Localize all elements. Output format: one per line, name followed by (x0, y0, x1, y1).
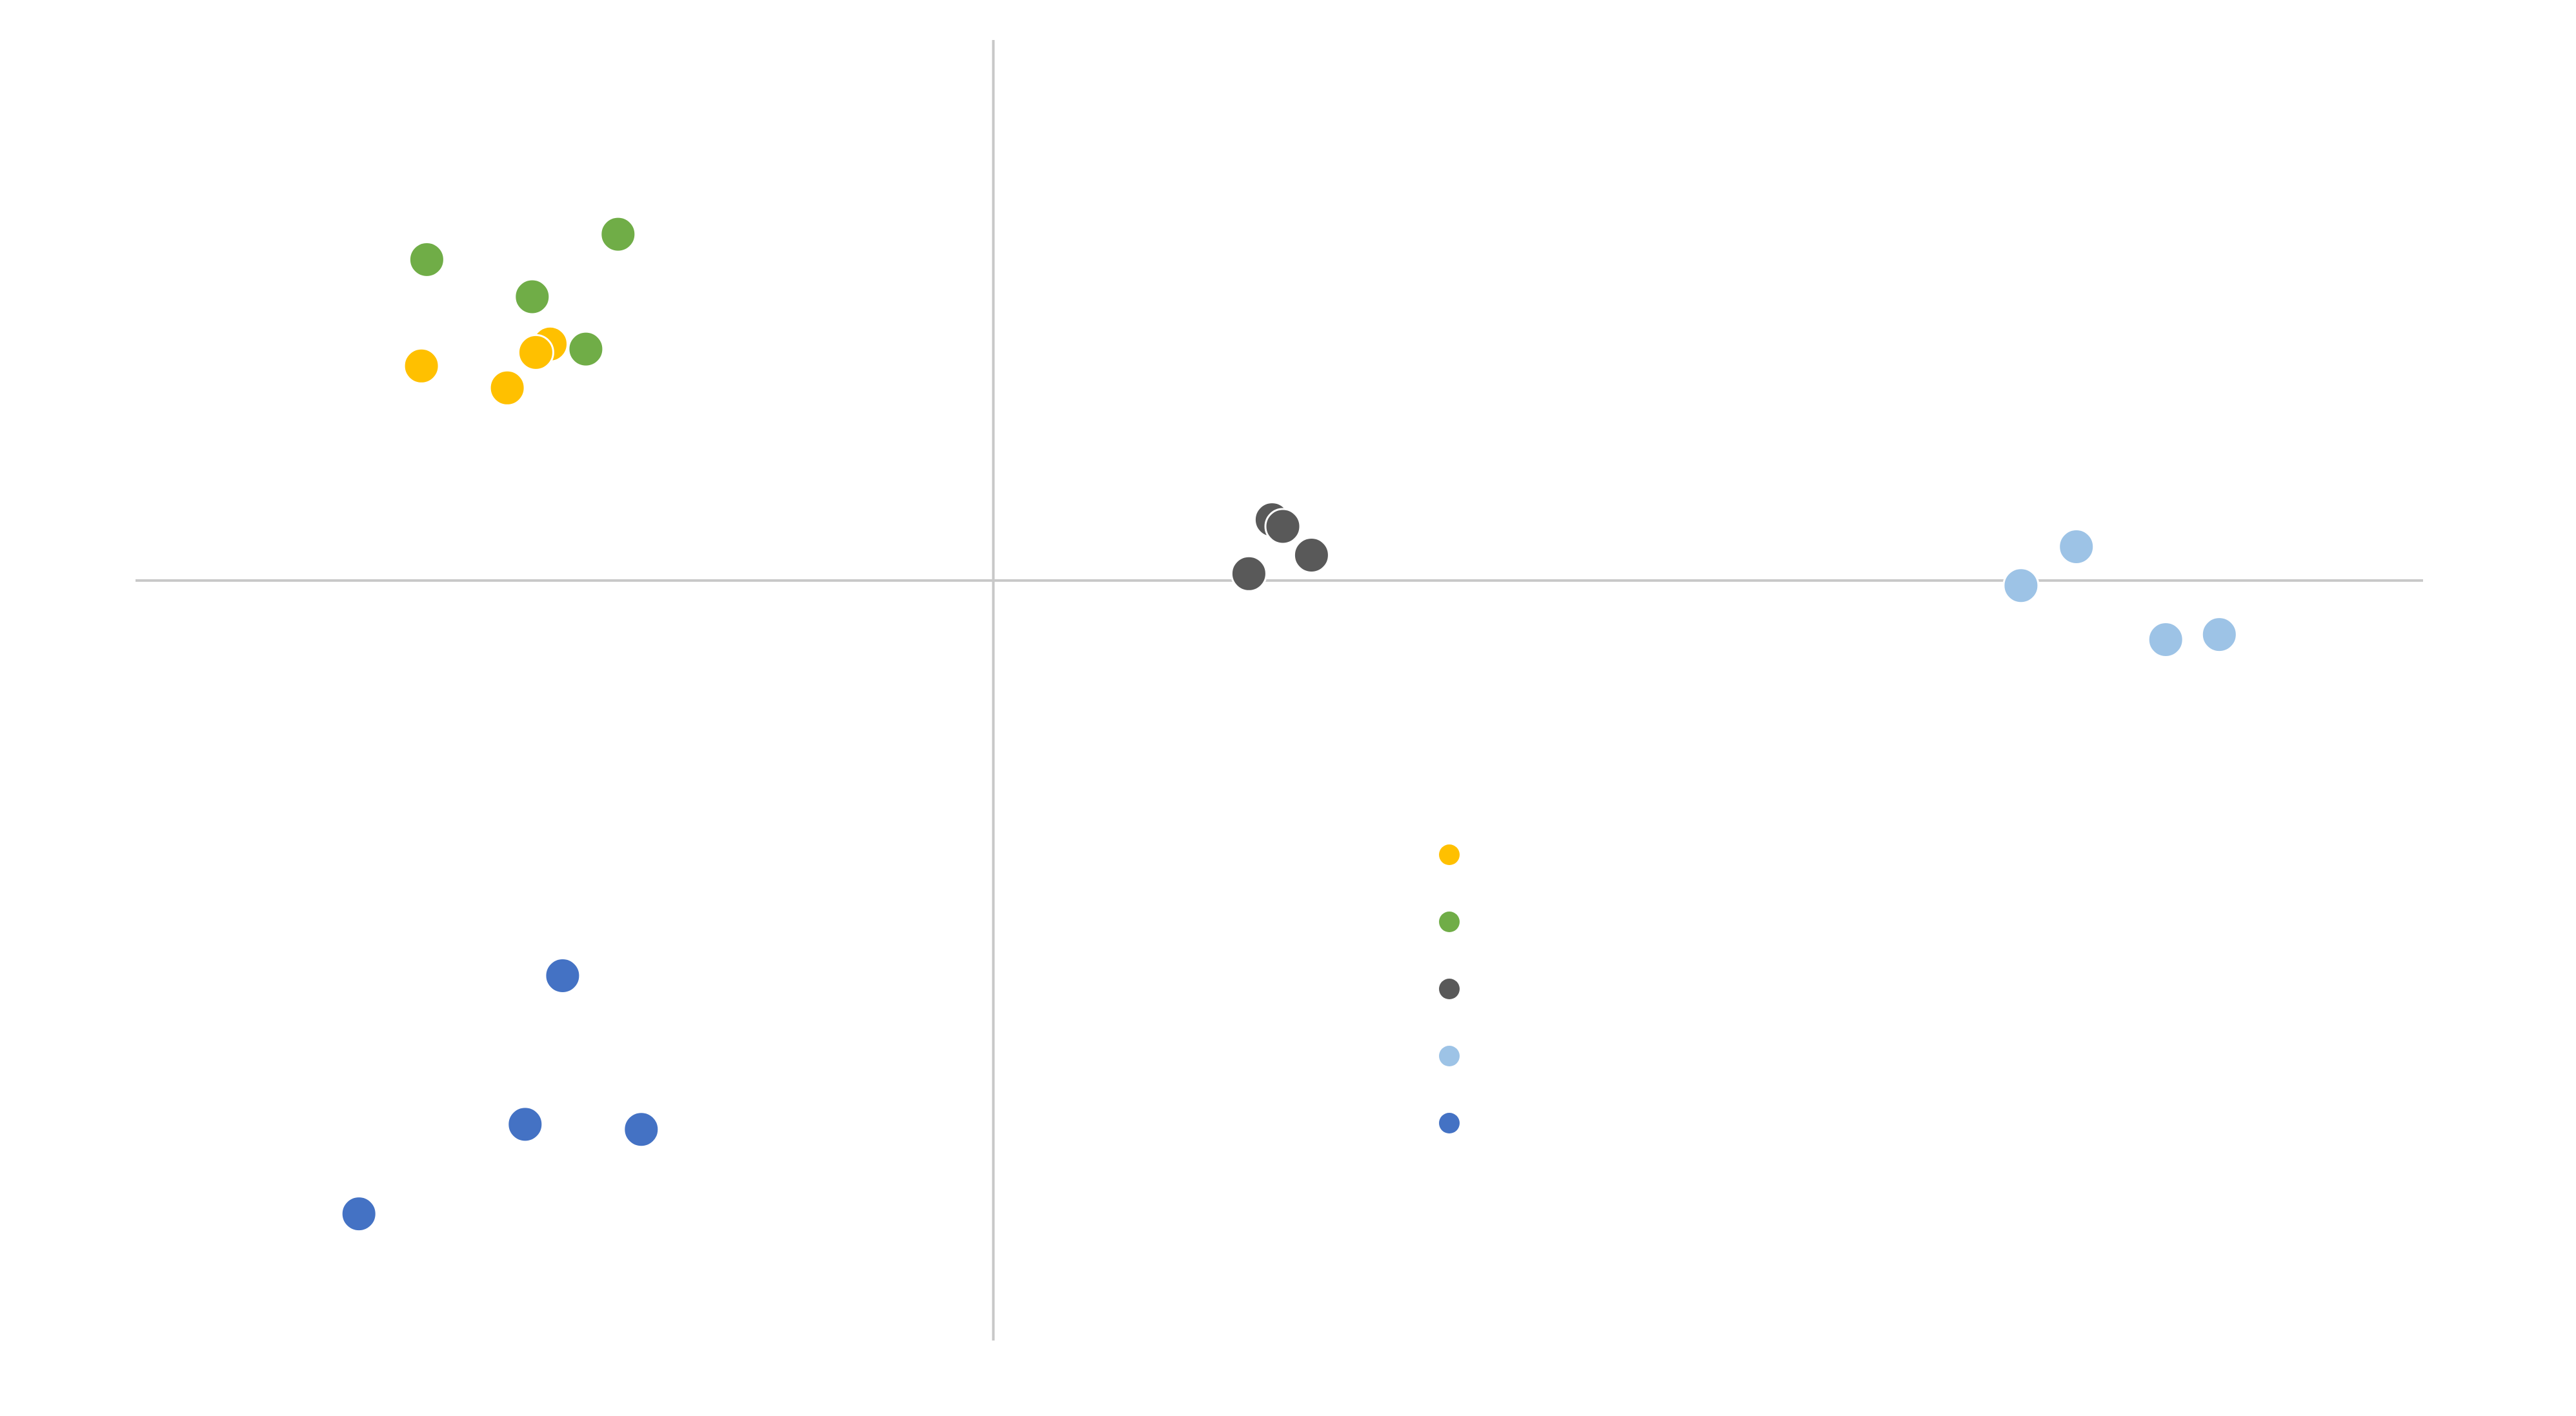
data-point (1230, 555, 1267, 592)
legend-item (1439, 844, 1460, 865)
data-point (599, 215, 637, 253)
legend-item (1439, 979, 1460, 999)
data-point (623, 1111, 660, 1148)
data-point (2147, 621, 2184, 658)
data-point (340, 1195, 377, 1233)
series-5 (340, 957, 660, 1233)
legend-marker (1439, 1046, 1460, 1066)
legend-marker (1439, 844, 1460, 865)
data-point (2200, 616, 2238, 653)
legend-item (1439, 912, 1460, 932)
data-point (403, 347, 440, 384)
data-point (1293, 537, 1330, 573)
data-point (488, 369, 526, 406)
series-4 (2002, 528, 2238, 658)
data-point (567, 330, 605, 368)
data-points (340, 215, 2238, 1233)
data-point (2058, 528, 2095, 565)
axes (136, 40, 2423, 1341)
data-point (517, 334, 554, 371)
data-point (507, 1106, 544, 1143)
series-2 (408, 215, 637, 368)
data-point (514, 278, 551, 315)
legend-item (1439, 1113, 1460, 1133)
series-1 (403, 325, 569, 406)
series-3 (1230, 501, 1330, 592)
data-point (408, 241, 445, 278)
legend-marker (1439, 912, 1460, 932)
data-point (544, 957, 581, 994)
legend-marker (1439, 979, 1460, 999)
data-point (2002, 567, 2040, 604)
legend-item (1439, 1046, 1460, 1066)
data-point (1264, 508, 1302, 545)
legend-marker (1439, 1113, 1460, 1133)
legend (1439, 844, 1460, 1133)
